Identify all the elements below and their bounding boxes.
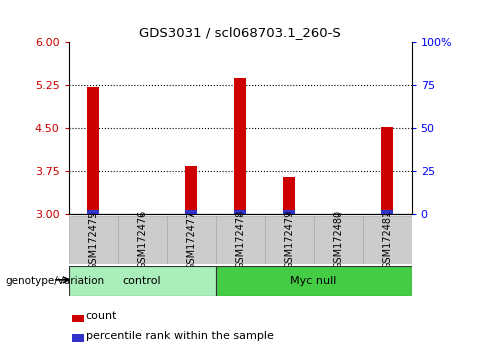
Text: count: count (86, 311, 117, 321)
Bar (87, 210, 99, 214)
Bar (72, 334, 84, 342)
FancyBboxPatch shape (265, 216, 314, 264)
Text: percentile rank within the sample: percentile rank within the sample (86, 331, 273, 341)
Text: GSM172480: GSM172480 (333, 210, 343, 269)
Text: GSM172477: GSM172477 (186, 210, 196, 269)
FancyBboxPatch shape (167, 216, 216, 264)
Text: Myc null: Myc null (291, 275, 337, 286)
Title: GDS3031 / scl068703.1_260-S: GDS3031 / scl068703.1_260-S (139, 25, 341, 39)
Text: GSM172475: GSM172475 (88, 210, 98, 269)
FancyBboxPatch shape (363, 216, 412, 264)
FancyBboxPatch shape (216, 266, 412, 296)
Bar (234, 210, 246, 214)
FancyBboxPatch shape (314, 216, 363, 264)
Bar (185, 210, 197, 214)
Bar (381, 210, 393, 214)
Bar (381, 127, 393, 214)
Text: genotype/variation: genotype/variation (5, 276, 104, 286)
Text: GSM172479: GSM172479 (284, 210, 294, 269)
Bar (87, 87, 99, 214)
Text: control: control (123, 275, 161, 286)
Text: GSM172481: GSM172481 (382, 210, 392, 269)
Text: GSM172478: GSM172478 (235, 210, 245, 269)
Bar (185, 166, 197, 214)
FancyBboxPatch shape (216, 216, 265, 264)
FancyBboxPatch shape (69, 266, 216, 296)
Bar (234, 78, 246, 214)
Bar (283, 177, 295, 214)
Text: GSM172476: GSM172476 (137, 210, 147, 269)
Bar (72, 315, 84, 322)
FancyBboxPatch shape (69, 216, 118, 264)
Bar (283, 210, 295, 214)
FancyBboxPatch shape (118, 216, 167, 264)
